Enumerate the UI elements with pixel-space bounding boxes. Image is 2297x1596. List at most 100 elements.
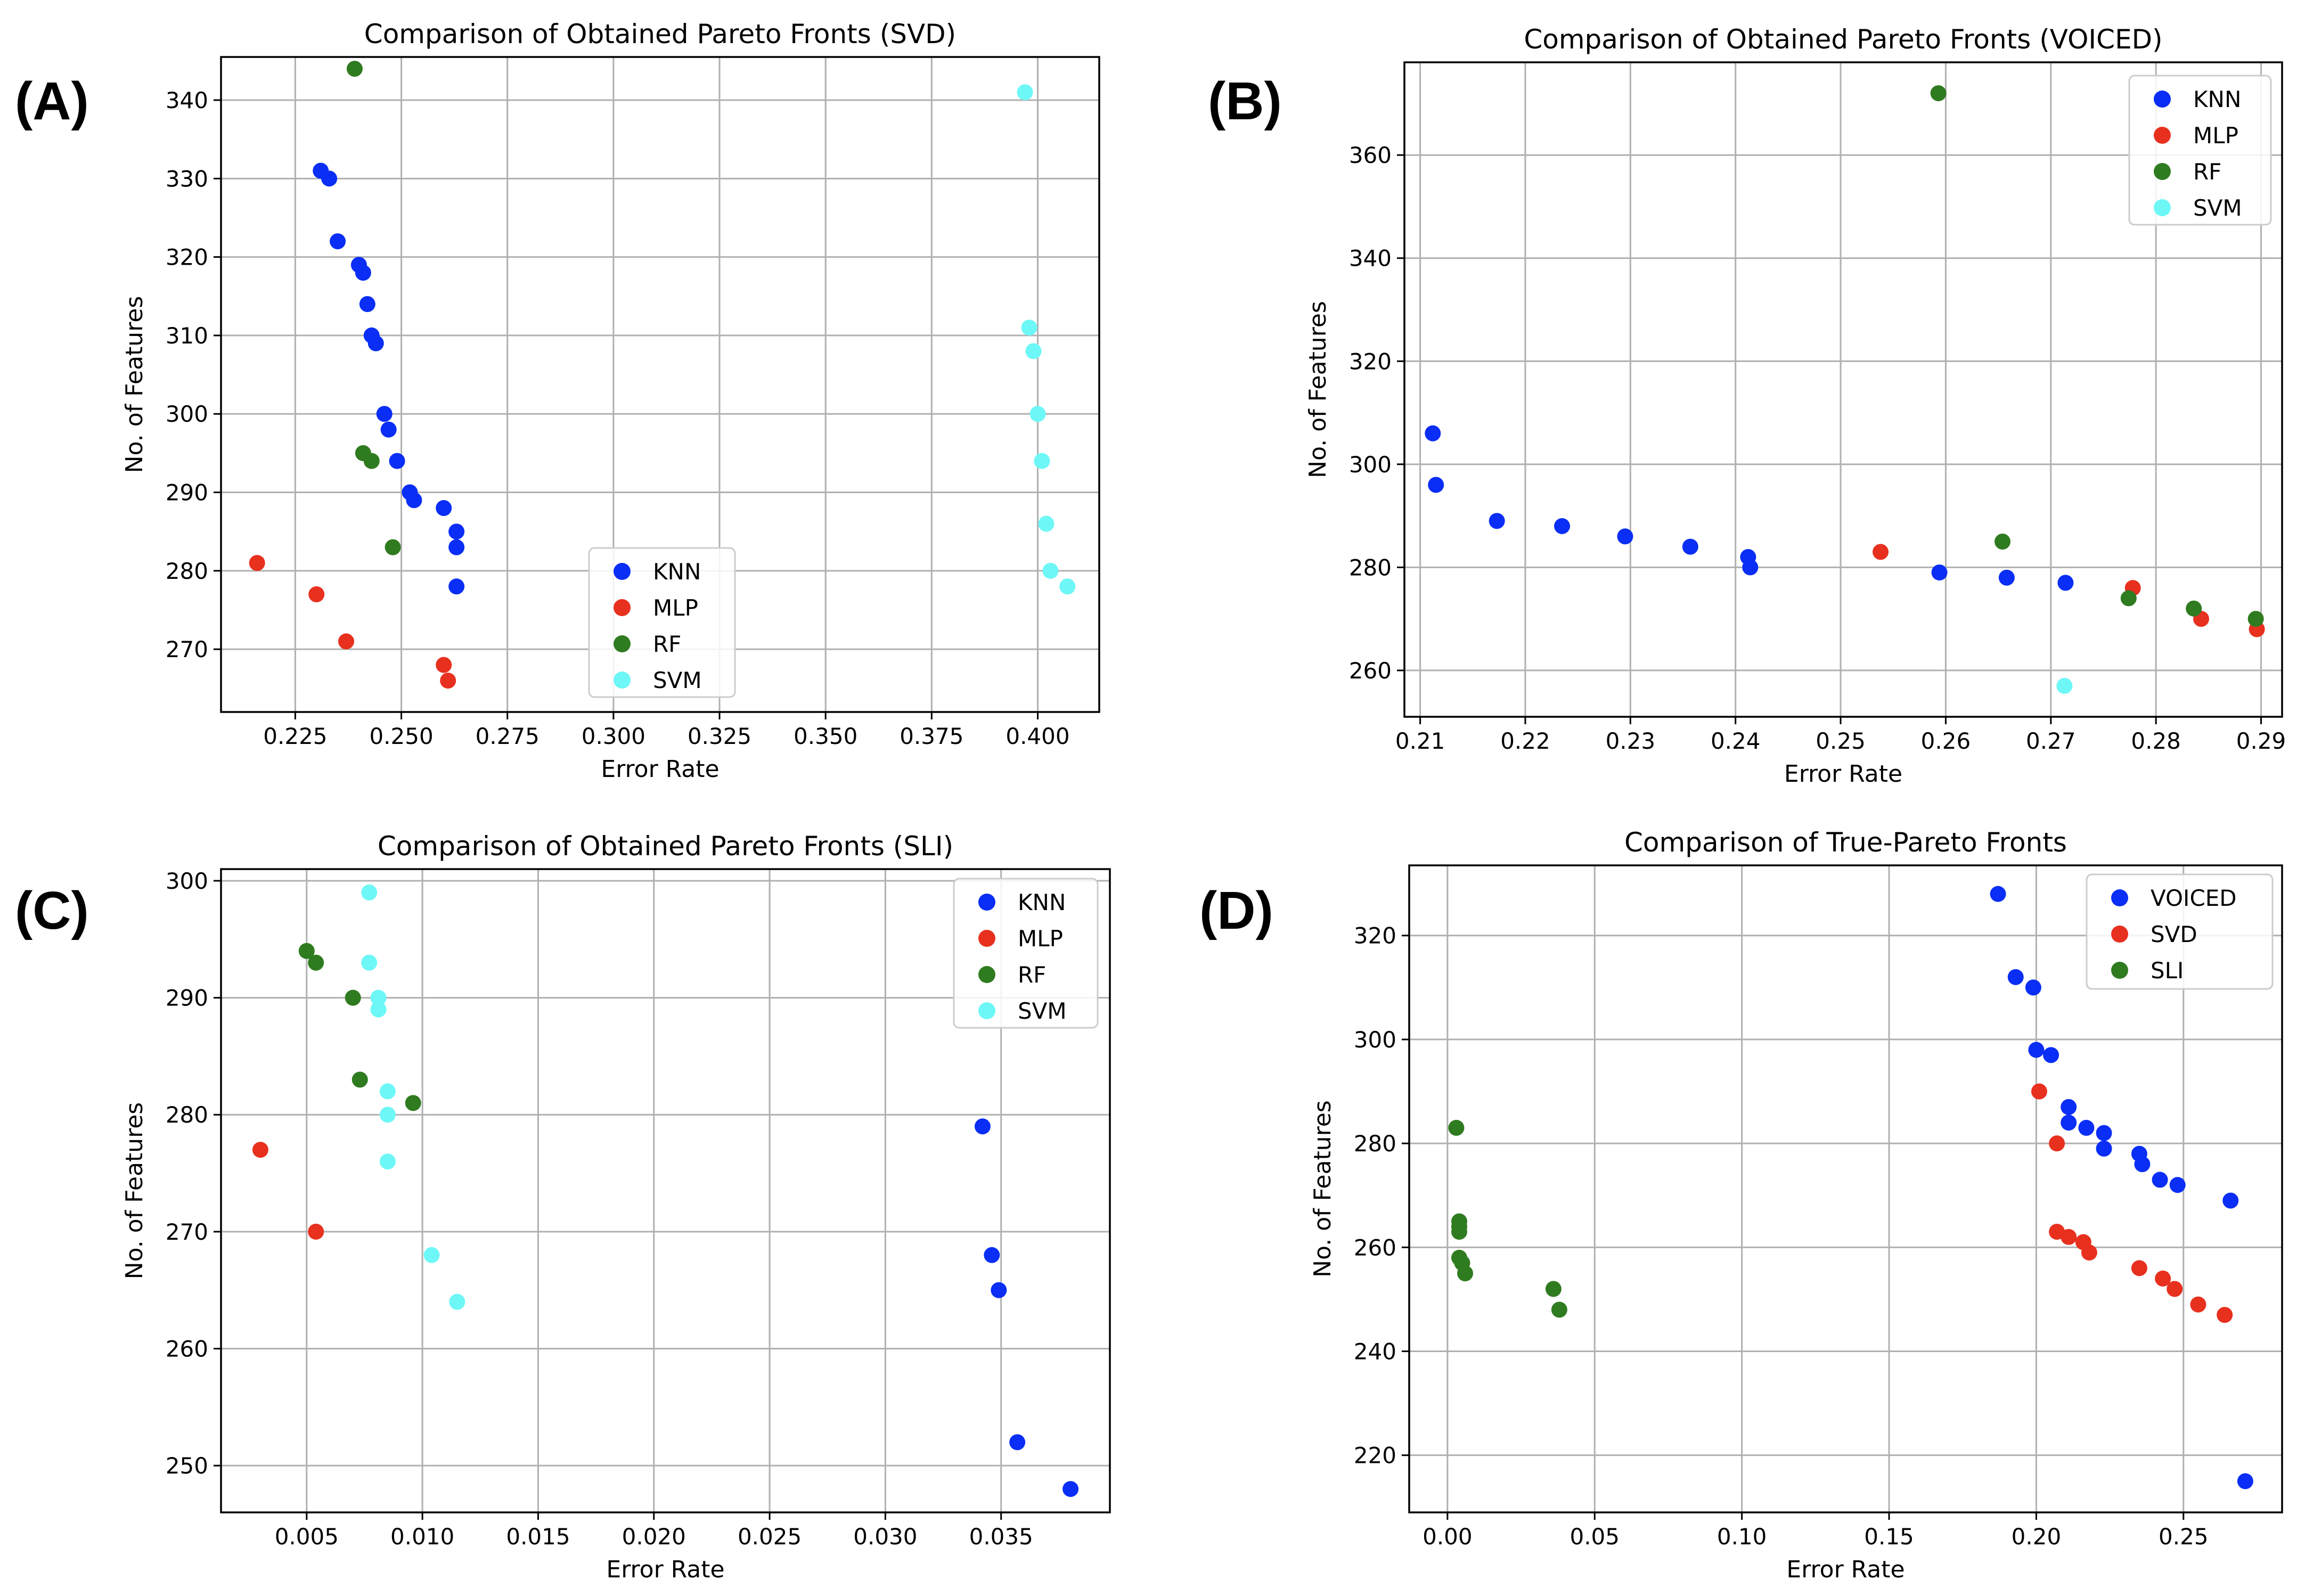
data-point [1489,513,1505,529]
data-point [308,1223,324,1240]
panel-label-d: (D) [1199,881,1273,940]
data-point [2134,1156,2151,1173]
x-tick-label: 0.25 [2159,1524,2209,1550]
legend-label: RF [1018,962,1046,988]
series-svm [361,884,465,1310]
x-axis-label: Error Rate [601,756,719,783]
data-point [385,539,401,555]
data-point [2078,1119,2095,1136]
x-tick-label: 0.005 [275,1524,339,1550]
y-tick-label: 270 [166,1219,208,1245]
legend-box [953,878,1099,1029]
y-axis-label: No. of Features [121,296,148,473]
panel-label-b: (B) [1208,71,1282,131]
x-tick-label: 0.28 [2131,728,2181,754]
chart-title: Comparison of Obtained Pareto Fronts (SL… [378,831,953,862]
x-axis-label: Error Rate [1784,760,1902,788]
x-tick-label: 0.26 [1921,728,1971,754]
series-knn [1425,425,2074,591]
legend: KNN MLP RF SVM [953,878,1099,1029]
data-point [359,296,375,313]
y-tick-label: 260 [1354,1234,1396,1261]
data-point [2131,1260,2147,1276]
x-tick-label: 0.00 [1423,1524,1473,1550]
x-tick-label: 0.25 [1816,728,1866,754]
x-tick-label: 0.23 [1606,728,1656,754]
chart-panel-4: 0.00 0.05 0.10 0.15 0.20 0.25 220 240 260 280 300 3… [1309,827,2283,1583]
series-rf [1930,85,2264,627]
x-tick-label: 0.020 [622,1524,686,1550]
data-point [2120,590,2137,607]
legend-box [2086,873,2274,990]
legend-label: RF [653,631,681,657]
series-rf [346,61,401,555]
y-tick-label: 270 [166,636,208,662]
series-svd [2031,1083,2233,1323]
series-svm [2056,677,2073,694]
legend: VOICED SVD SLI [2086,873,2274,990]
data-point [1554,518,1571,534]
plot-frame [220,56,1100,713]
y-tick-label: 320 [1354,923,1396,949]
series-sli [1448,1119,1567,1318]
data-point [2169,1177,2186,1193]
legend-label: RF [2193,159,2221,185]
x-tick-label: 0.015 [506,1524,570,1550]
data-point [1682,538,1698,555]
series-mlp [1873,544,2265,637]
data-point [1009,1434,1026,1451]
data-point [308,586,325,603]
x-tick-label: 0.250 [369,723,433,749]
data-point [308,954,324,971]
data-point [984,1247,1000,1263]
data-point [1448,1119,1465,1136]
legend-marker [2154,163,2171,180]
x-tick-label: 0.400 [1006,723,1069,749]
y-tick-label: 360 [1349,142,1392,168]
x-tick-label: 0.20 [2012,1524,2062,1550]
data-point [1034,453,1050,469]
data-point [2081,1245,2097,1261]
legend-label: MLP [2193,122,2238,149]
y-tick-label: 320 [166,244,208,271]
x-tick-label: 0.05 [1570,1524,1620,1550]
legend-marker [978,1002,995,1019]
data-point [2190,1296,2206,1313]
legend-label: SLI [2151,957,2184,984]
x-tick-label: 0.375 [900,723,963,749]
x-tick-label: 0.275 [476,723,539,749]
data-point [2061,1229,2077,1245]
y-tick-label: 290 [166,480,208,506]
data-point [345,989,361,1006]
data-point [370,989,387,1006]
data-point [346,61,363,77]
data-point [252,1142,268,1158]
data-point [1059,578,1076,595]
data-point [2222,1192,2239,1209]
data-point [298,943,315,959]
data-point [1017,84,1033,101]
y-tick-label: 280 [166,558,208,584]
data-point [379,1107,396,1123]
data-point [330,233,346,250]
y-axis-label: No. of Features [121,1102,148,1280]
data-point [367,335,384,351]
data-point [338,633,355,650]
data-point [389,453,405,469]
data-point [352,1071,368,1088]
data-point [440,673,456,689]
x-tick-label: 0.300 [582,723,645,749]
data-point [2061,1115,2077,1131]
y-tick-label: 340 [1349,245,1392,272]
plot-frame [220,868,1111,1513]
data-point [436,657,452,673]
x-tick-label: 0.29 [2236,728,2286,754]
series-svm [1017,84,1076,595]
data-point [380,421,397,438]
y-axis-label: No. of Features [1304,301,1331,478]
x-tick-label: 0.24 [1711,728,1761,754]
chart-title: Comparison of Obtained Pareto Fronts (SV… [364,19,956,50]
legend-label: KNN [653,559,701,585]
y-tick-label: 310 [166,323,208,349]
